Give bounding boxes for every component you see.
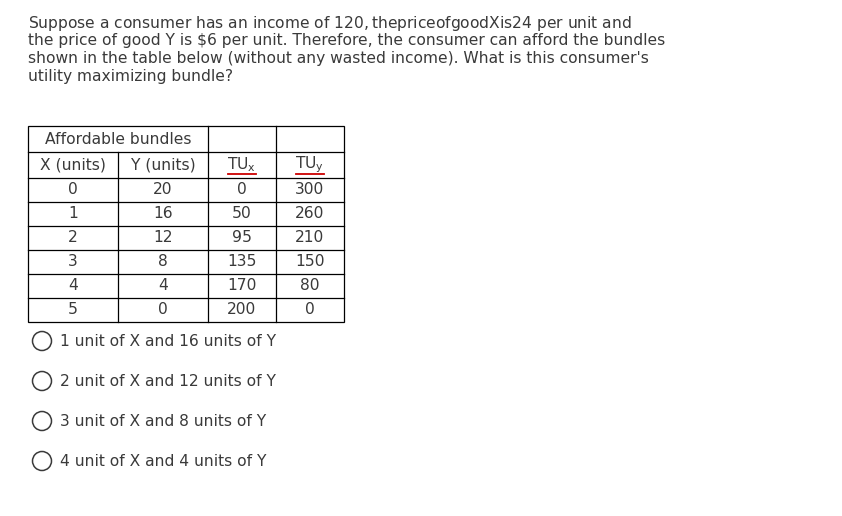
Text: 2 unit of X and 12 units of Y: 2 unit of X and 12 units of Y (61, 374, 276, 389)
Text: 150: 150 (296, 254, 325, 269)
Text: 4: 4 (68, 279, 78, 294)
Text: 20: 20 (153, 183, 173, 198)
Text: 2: 2 (68, 231, 77, 246)
Text: shown in the table below (without any wasted income). What is this consumer's: shown in the table below (without any wa… (28, 51, 649, 66)
Text: utility maximizing bundle?: utility maximizing bundle? (28, 70, 233, 85)
Text: 3 unit of X and 8 units of Y: 3 unit of X and 8 units of Y (61, 413, 267, 428)
Text: the price of good Y is $6 per unit. Therefore, the consumer can afford the bundl: the price of good Y is $6 per unit. Ther… (28, 33, 665, 47)
Text: 135: 135 (227, 254, 257, 269)
Text: 260: 260 (296, 206, 325, 221)
Text: 0: 0 (305, 302, 315, 317)
Bar (28, 126, 344, 322)
Text: 50: 50 (232, 206, 252, 221)
Text: 5: 5 (68, 302, 78, 317)
Text: Affordable bundles: Affordable bundles (45, 132, 191, 147)
Text: 3: 3 (68, 254, 77, 269)
Text: 200: 200 (227, 302, 257, 317)
Text: 0: 0 (68, 183, 77, 198)
Text: 170: 170 (227, 279, 257, 294)
Text: 300: 300 (296, 183, 325, 198)
Text: 95: 95 (232, 231, 252, 246)
Text: Suppose a consumer has an income of $120, the price of good X is $24 per unit an: Suppose a consumer has an income of $120… (28, 14, 632, 33)
Text: $\mathrm{TU}_x$: $\mathrm{TU}_x$ (227, 156, 257, 174)
Text: 4 unit of X and 4 units of Y: 4 unit of X and 4 units of Y (61, 454, 267, 469)
Text: Y (units): Y (units) (131, 157, 195, 172)
Text: X (units): X (units) (40, 157, 106, 172)
Text: 8: 8 (158, 254, 168, 269)
Text: 4: 4 (158, 279, 168, 294)
Text: 16: 16 (153, 206, 173, 221)
Text: 0: 0 (158, 302, 168, 317)
Text: 1: 1 (68, 206, 77, 221)
Text: 1 unit of X and 16 units of Y: 1 unit of X and 16 units of Y (61, 333, 276, 348)
Text: 0: 0 (237, 183, 247, 198)
Text: 80: 80 (301, 279, 320, 294)
Text: 210: 210 (296, 231, 325, 246)
Text: 12: 12 (153, 231, 173, 246)
Text: $\mathrm{TU}_y$: $\mathrm{TU}_y$ (296, 155, 324, 175)
